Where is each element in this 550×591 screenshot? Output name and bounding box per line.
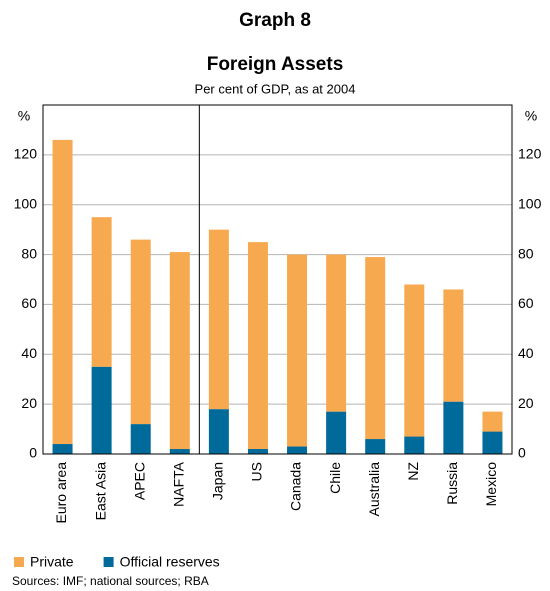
bar-segment [247,449,268,454]
x-tick-label: NZ [405,462,421,481]
y-tick-label: 100 [14,195,38,211]
x-tick-label: NAFTA [170,461,186,507]
bar-segment [326,411,347,454]
x-tick-label: Russia [444,462,460,505]
bar-segment [365,257,386,440]
bar-segment [326,254,347,412]
bar-segment [169,252,190,450]
x-tick-label: Australia [366,462,382,517]
x-tick-label: Chile [327,462,343,494]
source: Sources: IMF; national sources; RBA [12,574,209,588]
bar-segment [404,284,425,437]
legend-swatch [14,557,24,567]
bar-segment [482,411,503,432]
chart-title: Graph 8 [239,10,311,31]
x-tick-label: US [249,462,265,481]
bar-segment [130,424,151,454]
y2-tick-label: 0 [518,445,526,461]
y2-tick-label: 20 [518,395,534,411]
y-unit: % [18,108,30,124]
y-tick-label: 120 [14,146,38,162]
legend-swatch [103,557,114,567]
bar-segment [208,229,229,410]
bar-segment [169,449,190,454]
y2-unit: % [525,108,537,124]
bar-segment [482,431,503,454]
bar-segment [52,444,73,454]
bar-segment [247,242,268,450]
x-tick-label: Mexico [483,462,499,507]
y-tick-label: 60 [21,295,37,311]
bar-segment [287,446,308,454]
bar-segment [52,139,73,445]
bar-segment [130,239,151,425]
y2-tick-label: 80 [518,245,534,261]
bar-segment [443,401,464,454]
y2-tick-label: 40 [518,345,534,361]
y2-tick-label: 120 [518,146,542,162]
y-tick-label: 80 [21,245,37,261]
x-tick-label: Japan [210,462,226,500]
y-tick-label: 0 [29,445,37,461]
chart-subtitle: Foreign Assets [207,54,344,75]
x-tick-label: Canada [288,462,304,511]
bar-segment [404,436,425,454]
bar-segment [91,366,112,454]
bar-segment [443,289,464,402]
x-tick-label: APEC [131,462,147,500]
legend-label: Private [30,554,74,570]
plot-frame [42,104,513,455]
legend-label: Official reserves [120,554,220,570]
y2-tick-label: 60 [518,295,534,311]
y2-tick-label: 100 [518,195,542,211]
chart-note: Per cent of GDP, as at 2004 [195,81,356,96]
bar-segment [287,254,308,447]
x-tick-label: Euro area [53,462,69,524]
bar-segment [91,217,112,367]
x-tick-label: East Asia [92,462,108,521]
y-tick-label: 40 [21,345,37,361]
bar-segment [365,439,386,454]
bar-segment [208,409,229,454]
y-tick-label: 20 [21,395,37,411]
